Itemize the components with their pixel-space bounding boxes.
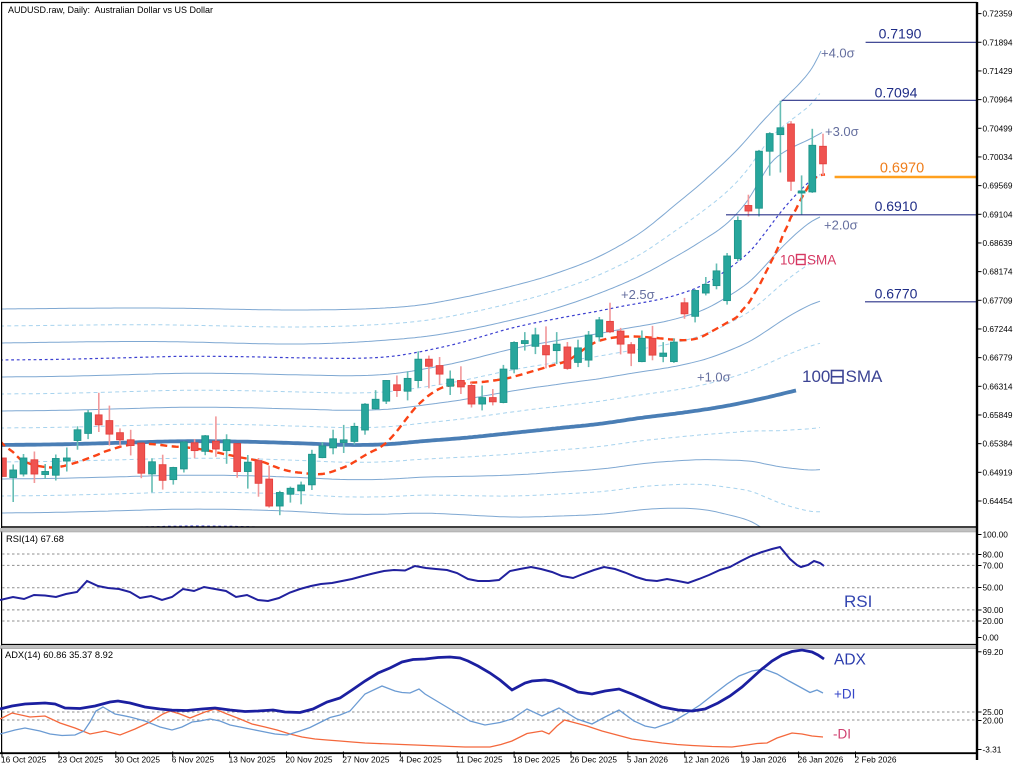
svg-text:20 Nov 2025: 20 Nov 2025 xyxy=(286,755,333,765)
svg-text:23 Oct 2025: 23 Oct 2025 xyxy=(58,755,104,765)
svg-text:0.70964: 0.70964 xyxy=(983,95,1013,105)
svg-text:30 Oct 2025: 30 Oct 2025 xyxy=(115,755,161,765)
svg-text:4 Dec 2025: 4 Dec 2025 xyxy=(399,755,442,765)
svg-text:0.68174: 0.68174 xyxy=(983,267,1013,277)
svg-text:RSI: RSI xyxy=(844,592,872,611)
svg-text:0.65384: 0.65384 xyxy=(983,439,1013,449)
svg-text:30.00: 30.00 xyxy=(983,605,1004,615)
svg-text:SMA: SMA xyxy=(807,253,836,268)
svg-text:20.00: 20.00 xyxy=(983,616,1004,626)
svg-text:80.00: 80.00 xyxy=(983,550,1004,560)
svg-text:+DI: +DI xyxy=(834,687,855,702)
svg-text:ADX(14) 60.86 35.37 8.92: ADX(14) 60.86 35.37 8.92 xyxy=(5,650,113,660)
svg-text:27 Nov 2025: 27 Nov 2025 xyxy=(342,755,389,765)
svg-text:0.6910: 0.6910 xyxy=(875,198,918,214)
svg-text:6 Nov 2025: 6 Nov 2025 xyxy=(172,755,215,765)
svg-text:0.7190: 0.7190 xyxy=(879,26,922,42)
svg-text:5 Jan 2026: 5 Jan 2026 xyxy=(627,755,668,765)
svg-text:26 Dec 2025: 26 Dec 2025 xyxy=(570,755,617,765)
svg-text:0.67709: 0.67709 xyxy=(983,295,1013,305)
svg-text:-DI: -DI xyxy=(833,727,851,742)
svg-text:13 Nov 2025: 13 Nov 2025 xyxy=(229,755,276,765)
svg-text:0.6770: 0.6770 xyxy=(875,286,918,302)
svg-text:0.66779: 0.66779 xyxy=(983,353,1013,363)
svg-text:26 Jan 2026: 26 Jan 2026 xyxy=(798,755,844,765)
svg-text:25.00: 25.00 xyxy=(983,707,1004,717)
svg-text:0.7094: 0.7094 xyxy=(875,85,918,101)
svg-text:0.00: 0.00 xyxy=(983,633,1000,643)
svg-text:0.67244: 0.67244 xyxy=(983,324,1013,334)
svg-text:-3.31: -3.31 xyxy=(983,745,1002,755)
svg-text:0.64454: 0.64454 xyxy=(983,496,1013,506)
svg-text:+1.0σ: +1.0σ xyxy=(697,370,731,385)
svg-text:16 Oct 2025: 16 Oct 2025 xyxy=(1,755,47,765)
svg-text:20.00: 20.00 xyxy=(983,716,1004,726)
svg-text:70.00: 70.00 xyxy=(983,561,1004,571)
svg-text:0.69569: 0.69569 xyxy=(983,181,1013,191)
svg-text:0.72359: 0.72359 xyxy=(983,9,1013,19)
svg-text:12 Jan 2026: 12 Jan 2026 xyxy=(684,755,730,765)
svg-text:+3.0σ: +3.0σ xyxy=(825,124,859,139)
svg-text:RSI(14) 67.68: RSI(14) 67.68 xyxy=(6,534,64,544)
svg-text:0.70499: 0.70499 xyxy=(983,123,1013,133)
svg-text:0.71429: 0.71429 xyxy=(983,66,1013,76)
svg-text:0.6970: 0.6970 xyxy=(880,161,924,177)
svg-text:100.00: 100.00 xyxy=(983,530,1009,540)
svg-text:0.71894: 0.71894 xyxy=(983,37,1013,47)
svg-text:50.00: 50.00 xyxy=(983,583,1004,593)
svg-text:+2.5σ: +2.5σ xyxy=(621,287,655,302)
svg-text:10: 10 xyxy=(780,253,795,268)
svg-text:0.69104: 0.69104 xyxy=(983,209,1013,219)
svg-text:+4.0σ: +4.0σ xyxy=(821,46,855,61)
svg-text:AUDUSD.raw, Daily: Australian: AUDUSD.raw, Daily: Australian Dollar vs … xyxy=(8,5,213,15)
svg-text:ADX: ADX xyxy=(834,652,867,669)
svg-text:SMA: SMA xyxy=(846,367,884,386)
svg-text:19 Jan 2026: 19 Jan 2026 xyxy=(741,755,787,765)
svg-text:0.68639: 0.68639 xyxy=(983,238,1013,248)
svg-text:2 Feb 2026: 2 Feb 2026 xyxy=(855,755,897,765)
svg-text:11 Dec 2025: 11 Dec 2025 xyxy=(456,755,503,765)
svg-text:0.65849: 0.65849 xyxy=(983,410,1013,420)
svg-text:69.20: 69.20 xyxy=(983,647,1004,657)
svg-text:100: 100 xyxy=(802,367,830,386)
svg-text:0.66314: 0.66314 xyxy=(983,381,1013,391)
svg-text:0.64919: 0.64919 xyxy=(983,467,1013,477)
svg-text:18 Dec 2025: 18 Dec 2025 xyxy=(513,755,560,765)
svg-text:0.70034: 0.70034 xyxy=(983,152,1013,162)
svg-text:+2.0σ: +2.0σ xyxy=(824,218,858,233)
